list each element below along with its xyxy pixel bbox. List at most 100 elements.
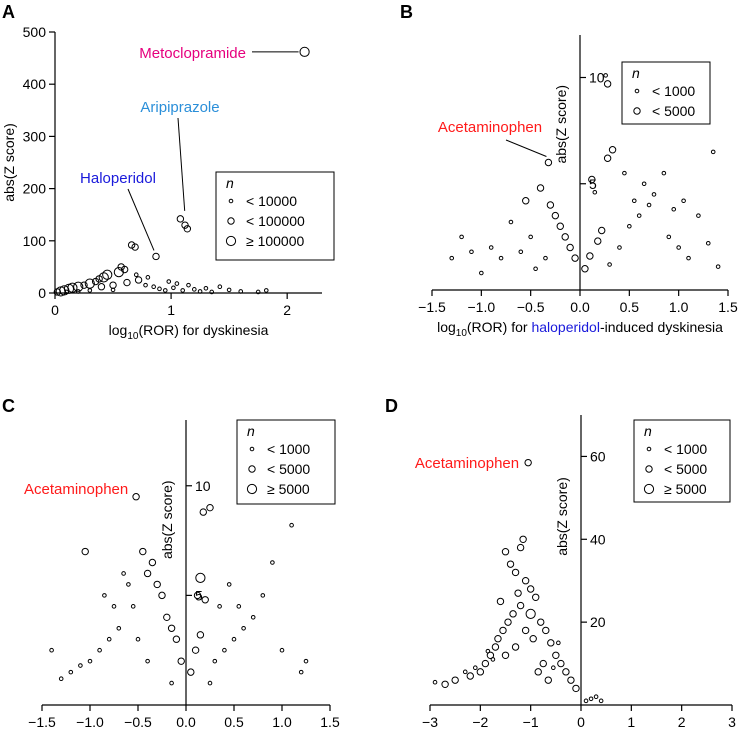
panel-a-data-point <box>197 289 203 294</box>
panel-d-data-point <box>509 610 517 618</box>
panel-c-data-point <box>163 613 171 622</box>
panel-c-data-point <box>116 625 122 631</box>
panel-a-data-point <box>113 267 124 278</box>
panel-b-data-point <box>566 243 574 252</box>
panel-a-data-point <box>162 288 168 293</box>
panel-c-data-point <box>78 663 83 668</box>
panel-a-data-point <box>55 286 66 297</box>
panel-a-data-point <box>110 287 116 293</box>
panel-c-legend-title: n <box>247 423 255 439</box>
panel-b-data-point <box>518 249 524 255</box>
panel-b-data-point <box>666 234 672 240</box>
panel-b-data-point <box>636 213 642 218</box>
panel-d-data-point <box>485 648 491 654</box>
panel-c-data-point <box>145 658 150 664</box>
panel-a-data-point <box>263 288 269 293</box>
panel-a-data-point <box>209 289 215 295</box>
panel-a-data-point <box>123 278 131 287</box>
panel-a-y-tick-label: 200 <box>23 181 47 197</box>
panel-a-data-point <box>157 286 162 292</box>
panel-b-data-point <box>646 202 652 208</box>
panel-c-data-point <box>226 582 232 587</box>
panel-c-data-point <box>68 669 74 675</box>
panel-c-data-point <box>289 522 294 528</box>
panel-c-data-point <box>222 647 227 653</box>
panel-b-data-point <box>556 222 564 230</box>
panel-a-data-point <box>109 281 117 289</box>
panel-c-data-point <box>143 569 152 578</box>
panel-d-y-tick-label: 40 <box>590 531 606 547</box>
panel-c-y-tick-label: 10 <box>195 478 211 494</box>
panel-a-data-point <box>53 288 62 296</box>
panel-a-annotation-label: Haloperidol <box>80 170 156 187</box>
panel-d-data-point <box>551 665 556 671</box>
panel-b-data-point <box>603 154 612 162</box>
panel-c-legend-entry: ≥ 5000 <box>267 481 310 497</box>
panel-b-data-point <box>544 158 553 167</box>
panel-d-legend-title: n <box>644 423 652 439</box>
panel-d-x-tick-label: −1 <box>523 714 539 730</box>
panel-a-data-point <box>192 287 197 292</box>
panel-b-x-tick-label: −1.5 <box>418 299 446 315</box>
panel-c-data-point <box>193 591 202 600</box>
panel-b-data-point <box>627 223 632 229</box>
panel-b: B −1.5 −1.0 −0.5 0.0 0.5 1.0 1.5 5 10 abs(Z score… <box>400 2 738 339</box>
panel-a-data-point <box>238 289 244 294</box>
panel-a: A 0 1 2 0 100 200 300 400 500 abs(Z score) log10(R… <box>1 2 335 342</box>
panel-b-y-tick-label: 10 <box>589 70 605 86</box>
panel-d-x-tick-label: 0 <box>577 714 585 730</box>
panel-a-y-tick-label: 100 <box>23 233 47 249</box>
panel-c-data-point <box>298 669 304 675</box>
panel-d-data-point <box>593 694 599 700</box>
panel-c-data-point <box>148 558 157 567</box>
panel-b-x-tick-label: 0.5 <box>620 299 640 315</box>
panel-a-data-point <box>80 281 88 289</box>
panel-label-b: B <box>400 2 413 22</box>
panel-c-data-point <box>250 615 256 620</box>
panel-c-data-point <box>81 547 89 556</box>
panel-b-data-point <box>696 213 701 218</box>
panel-label-a: A <box>2 2 15 22</box>
panel-b-data-point <box>586 252 594 260</box>
panel-d-data-point <box>537 618 545 626</box>
panel-a-data-point <box>87 288 93 293</box>
panel-b-data-point <box>561 233 569 241</box>
panel-d-data-point <box>547 639 555 647</box>
panel-b-data-point <box>686 255 691 261</box>
panel-c-x-tick-label: 1.5 <box>320 714 340 730</box>
panel-c-data-point <box>58 676 64 681</box>
panel-d-legend-marker <box>643 483 655 495</box>
panel-d-data-point <box>567 676 575 684</box>
panel-b-data-point <box>661 170 667 176</box>
panel-b-data-point <box>528 234 533 240</box>
panel-b-data-point <box>715 264 721 269</box>
panel-b-annotation-label: Acetaminophen <box>438 119 542 136</box>
panel-c-y-axis-label: abs(Z score) <box>159 480 175 559</box>
panel-a-y-axis-label: abs(Z score) <box>1 123 17 202</box>
panel-a-legend-marker <box>227 217 235 225</box>
panel-b-x-tick-label: −0.5 <box>517 299 545 315</box>
panel-a-data-point <box>183 225 192 233</box>
panel-d-data-point <box>539 659 547 668</box>
panel-c-data-point <box>158 591 166 600</box>
panel-b-data-point <box>617 245 622 250</box>
panel-b-data-point <box>608 146 617 154</box>
panel-b-legend-entry: < 1000 <box>652 83 695 99</box>
panel-a-data-point <box>102 269 113 280</box>
panel-c-data-point <box>187 668 195 676</box>
panel-a-data-point <box>133 272 139 278</box>
panel-d-data-point <box>501 548 510 556</box>
panel-c-x-tick-label: 0.5 <box>224 714 244 730</box>
panel-d-data-point <box>490 657 496 662</box>
panel-c-data-point <box>212 658 218 664</box>
panel-b-x-tick-label: 1.5 <box>718 299 738 315</box>
panel-c-data-point <box>97 647 102 653</box>
panel-b-data-point <box>551 211 560 220</box>
panel-b-data-point <box>508 219 514 225</box>
panel-d-data-point <box>562 668 570 676</box>
panel-a-legend-entry: < 10000 <box>246 193 297 209</box>
panel-a-data-point <box>255 289 261 295</box>
panel-a-data-point <box>171 285 176 291</box>
panel-c-data-point <box>172 635 181 643</box>
